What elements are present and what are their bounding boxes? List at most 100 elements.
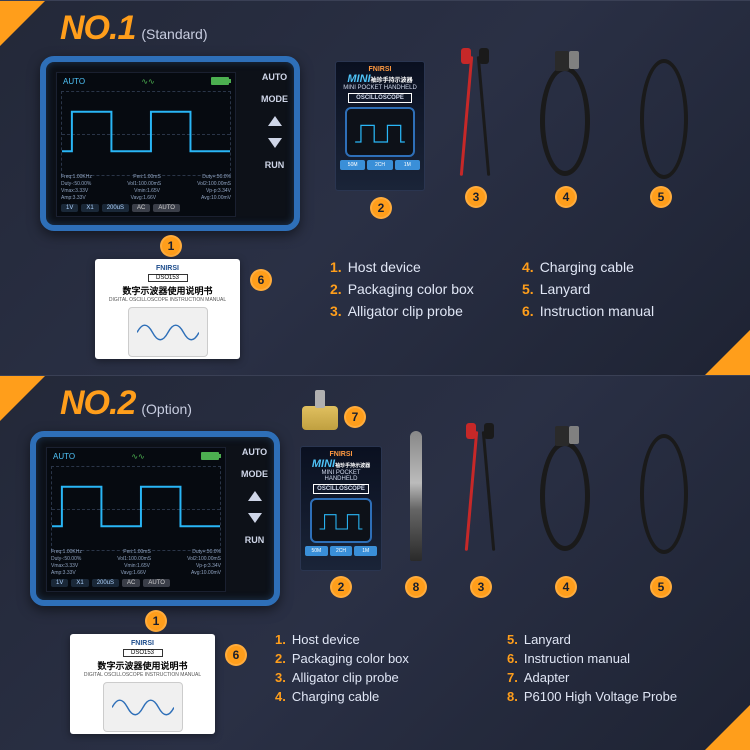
screen-top-bar: AUTO ∿∿ [53,452,219,461]
box-chips: 50M2CH1M [305,546,377,556]
badge-5: 5 [650,576,672,598]
box-brand: FNIRSI [305,451,377,458]
lanyard [640,434,688,554]
device-side-buttons: AUTO MODE RUN [241,447,268,545]
box-chips: 50M2CH1M [340,160,420,170]
up-arrow-icon [248,491,262,501]
badge-1: 1 [145,610,167,632]
legend-item: 4.Charging cable [275,689,483,704]
run-button: RUN [245,535,265,545]
panel-standard: NO.1 (Standard) AUTO ∿∿ Freq:1.00KHzPeri… [0,0,750,375]
badge-4: 4 [555,576,577,598]
manual-title-en: DIGITAL OSCILLOSCOPE INSTRUCTION MANUAL [101,297,234,303]
battery-icon [211,77,229,85]
mode-button: MODE [241,469,268,479]
badge-2: 2 [370,197,392,219]
panel-title: NO.1 (Standard) [60,9,208,48]
box-mini: MINI袖珍手持示波器 [340,73,420,85]
run-button: RUN [265,160,285,170]
screen-top-bar: AUTO ∿∿ [63,77,229,86]
legend-item: 6.Instruction manual [507,651,715,666]
legend-item: 4.Charging cable [522,259,690,275]
manual-device [103,682,183,732]
manual-brand: FNIRSI [101,265,234,272]
manual-title-cn: 数字示波器使用说明书 [76,659,209,672]
title-subtitle: (Option) [141,401,192,417]
corner-accent-tl [0,376,45,421]
manual-model: DSO153 [148,274,188,282]
waveform-area [61,91,231,176]
lanyard [640,59,688,179]
legend-item: 2.Packaging color box [275,651,483,666]
title-number: NO.1 [60,9,135,48]
alligator-clip [460,431,500,551]
down-arrow-icon [268,138,282,148]
badge-5: 5 [650,186,672,208]
legend-item: 3.Alligator clip probe [275,670,483,685]
manual-title-cn: 数字示波器使用说明书 [101,284,234,297]
box-device-image [310,498,372,543]
usb-cable [540,441,590,551]
corner-accent-br [705,330,750,375]
device-screen: AUTO ∿∿ Freq:1.00KHzPeri:1.00mSDuty+:50.… [56,72,236,217]
box-brand: FNIRSI [340,66,420,73]
box-osc: OSCILLOSCOPE [313,484,369,494]
badge-1: 1 [160,235,182,257]
waveform [62,92,230,176]
manual: FNIRSI DSO153 数字示波器使用说明书 DIGITAL OSCILLO… [95,259,240,359]
box-en: MINI POCKET HANDHELD [305,470,377,482]
legend-item: 1.Host device [275,632,483,647]
legend-item: 5.Lanyard [522,281,690,297]
legend-item: 3.Alligator clip probe [330,303,498,319]
auto-label: AUTO [53,452,75,461]
alligator-clip [455,56,495,176]
title-number: NO.2 [60,384,135,423]
panel-title: NO.2 (Option) [60,384,192,423]
oscilloscope-device: AUTO ∿∿ Freq:1.00KHzPeri:1.00mSDuty+:50.… [40,56,300,231]
legend-item: 7.Adapter [507,670,715,685]
badge-3: 3 [470,576,492,598]
title-subtitle: (Standard) [141,26,207,42]
box-osc: OSCILLOSCOPE [348,93,412,103]
manual-device [128,307,208,357]
wave-icon: ∿∿ [141,77,154,86]
badge-3: 3 [465,186,487,208]
bottom-chips: 1V X1 200uS AC AUTO [61,204,231,212]
device-side-buttons: AUTO MODE RUN [261,72,288,170]
badge-8: 8 [405,576,427,598]
bottom-chips: 1V X1 200uS AC AUTO [51,579,221,587]
screen-stats: Freq:1.00KHzPeri:1.00mSDuty+:50.0% Duty-… [51,549,221,587]
badge-6: 6 [225,644,247,666]
legend: 1.Host device 5.Lanyard 2.Packaging colo… [275,632,715,704]
auto-button: AUTO [262,72,287,82]
legend-item: 1.Host device [330,259,498,275]
auto-button: AUTO [242,447,267,457]
legend-item: 2.Packaging color box [330,281,498,297]
manual: FNIRSI DSO153 数字示波器使用说明书 DIGITAL OSCILLO… [70,634,215,734]
badge-6: 6 [250,269,272,291]
mode-button: MODE [261,94,288,104]
packaging-box: FNIRSI MINI袖珍手持示波器 MINI POCKET HANDHELD … [335,61,425,191]
device-screen: AUTO ∿∿ Freq:1.00KHzPeri:1.00mSDuty+:50.… [46,447,226,592]
manual-model: DSO153 [123,649,163,657]
battery-icon [201,452,219,460]
hv-probe [410,431,422,561]
badge-4: 4 [555,186,577,208]
panel-option: NO.2 (Option) AUTO ∿∿ Freq:1.00KHzPeri:1… [0,375,750,750]
down-arrow-icon [248,513,262,523]
corner-accent-tl [0,1,45,46]
manual-brand: FNIRSI [76,640,209,647]
screen-stats: Freq:1.00KHzPeri:1.00mSDuty+:50.0% Duty-… [61,174,231,212]
waveform [52,467,220,551]
up-arrow-icon [268,116,282,126]
waveform-area [51,466,221,551]
auto-label: AUTO [63,77,85,86]
legend-item: 5.Lanyard [507,632,715,647]
manual-title-en: DIGITAL OSCILLOSCOPE INSTRUCTION MANUAL [76,672,209,678]
box-device-image [345,107,415,157]
legend-item: 6.Instruction manual [522,303,690,319]
adapter [302,390,338,430]
legend: 1.Host device 4.Charging cable 2.Packagi… [330,259,690,319]
packaging-box: FNIRSI MINI袖珍手持示波器 MINI POCKET HANDHELD … [300,446,382,571]
legend-item: 8.P6100 High Voltage Probe [507,689,715,704]
